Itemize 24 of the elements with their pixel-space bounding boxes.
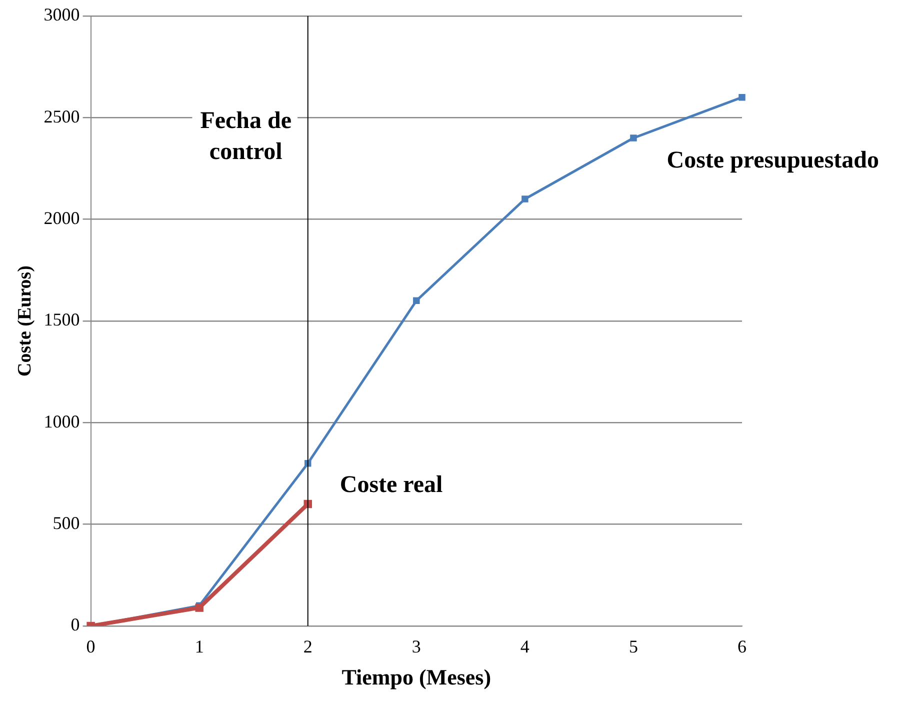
x-tick-label: 2 [303, 636, 312, 657]
series-label: Coste presupuestado [666, 148, 879, 174]
x-tick-label: 3 [412, 636, 421, 657]
x-tick-label: 0 [86, 636, 96, 657]
y-tick-label: 1500 [44, 310, 80, 330]
y-tick-label: 2500 [44, 106, 80, 126]
x-tick-label: 6 [738, 636, 746, 657]
point [630, 134, 637, 142]
point [413, 297, 420, 304]
y-axis-title: Coste (Euros) [14, 265, 36, 377]
series-label: Coste real [340, 472, 444, 498]
point [738, 94, 746, 101]
ref-line-label: Fecha de control [200, 108, 292, 166]
x-axis-title: Tiempo (Meses) [342, 664, 492, 690]
y-tick-label: 2000 [44, 208, 80, 228]
y-tick-label: 500 [52, 513, 80, 534]
point [522, 196, 528, 202]
x-tick-label: 1 [194, 636, 204, 657]
x-tick-label: 4 [520, 636, 530, 657]
y-tick-label: 3000 [44, 4, 80, 25]
x-tick-label: 5 [628, 636, 638, 657]
y-tick-label: 0 [70, 614, 80, 635]
point [195, 604, 204, 612]
y-tick-label: 1000 [44, 411, 80, 432]
